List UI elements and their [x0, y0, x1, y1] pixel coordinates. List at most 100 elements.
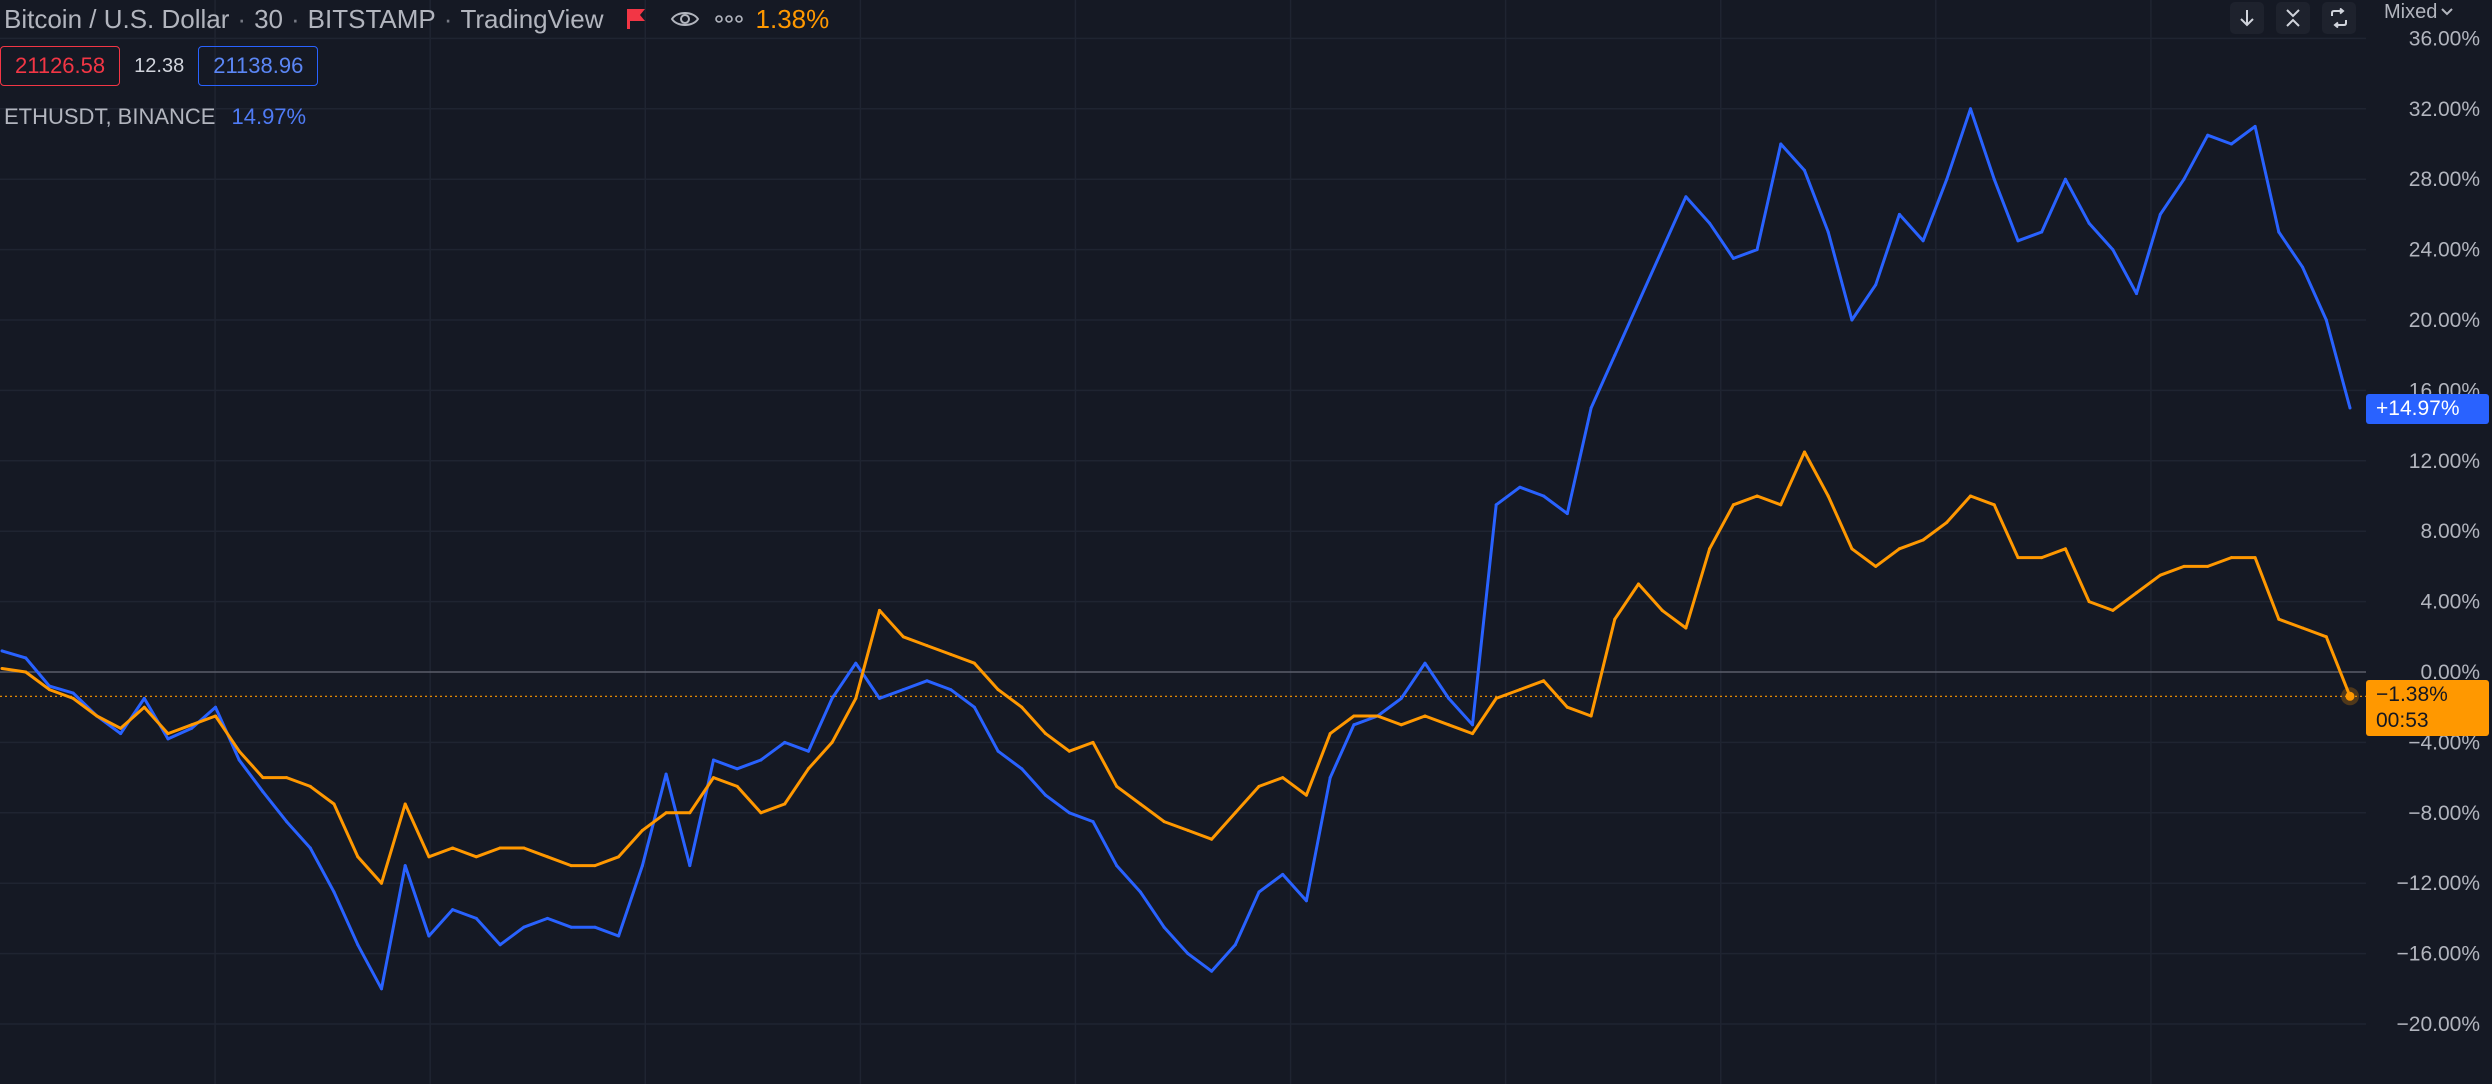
y-tick-label: 4.00%: [2420, 591, 2480, 614]
data-point-eth: [332, 890, 336, 894]
data-point-eth: [522, 925, 526, 929]
data-point-eth: [1304, 899, 1308, 903]
y-tick-label: 24.00%: [2409, 239, 2480, 262]
symbol-legend[interactable]: Bitcoin / U.S. Dollar · 30 · BITSTAMP · …: [4, 2, 829, 36]
data-point-btc: [2040, 556, 2044, 560]
data-point-eth: [1091, 820, 1095, 824]
eye-icon[interactable]: [670, 8, 700, 30]
last-point-marker: [2341, 687, 2359, 706]
data-point-btc: [1281, 776, 1285, 780]
series-line-eth: [1, 107, 2352, 991]
data-point-btc: [1138, 802, 1142, 806]
data-point-btc: [2324, 635, 2328, 639]
data-point-btc: [1376, 714, 1380, 718]
data-point-eth: [1020, 767, 1024, 771]
flag-icon[interactable]: [626, 8, 646, 30]
data-point-eth: [854, 661, 858, 665]
data-point-btc: [569, 864, 573, 868]
data-point-btc: [1969, 494, 1972, 498]
symbol-name[interactable]: Bitcoin / U.S. Dollar: [4, 3, 230, 34]
data-point-btc: [2016, 556, 2020, 560]
scroll-to-bottom-button[interactable]: [2230, 2, 2264, 34]
data-point-btc: [1447, 723, 1451, 727]
data-point-btc: [332, 802, 336, 806]
y-tick-label: 0.00%: [2420, 661, 2480, 684]
data-point-btc: [1328, 732, 1332, 736]
data-point-btc: [1399, 723, 1403, 727]
data-point-btc: [403, 802, 407, 806]
data-point-btc: [380, 881, 383, 885]
buy-button[interactable]: 21138.96: [198, 46, 319, 86]
data-point-btc: [142, 705, 146, 709]
data-point-btc: [593, 864, 597, 868]
y-tick-label: 36.00%: [2409, 27, 2480, 50]
data-point-eth: [688, 864, 692, 868]
data-point-eth: [1803, 168, 1806, 172]
data-point-eth: [1233, 943, 1237, 947]
data-point-eth: [925, 679, 929, 683]
data-point-eth: [2324, 318, 2328, 322]
data-point-eth: [830, 696, 834, 700]
data-point-eth: [1518, 485, 1522, 489]
data-point-btc: [949, 652, 953, 656]
refresh-icon: [2331, 8, 2347, 28]
data-point-eth: [2063, 177, 2067, 181]
data-point-eth: [1921, 239, 1925, 243]
data-point-btc: [2111, 608, 2115, 612]
data-point-eth: [1969, 107, 1972, 111]
data-point-btc: [1067, 749, 1071, 753]
data-point-eth: [712, 758, 715, 762]
sell-button[interactable]: 21126.58: [0, 46, 121, 86]
data-point-btc: [1044, 732, 1048, 736]
scale-mode-select[interactable]: Mixed: [2384, 0, 2454, 24]
data-point-eth: [1399, 696, 1403, 700]
data-point-eth: [0, 649, 4, 653]
data-point-eth: [1044, 793, 1048, 797]
data-point-btc: [1874, 564, 1878, 568]
data-point-eth: [1708, 221, 1712, 225]
data-point-eth: [47, 684, 51, 688]
collapse-button[interactable]: [2276, 2, 2310, 34]
refresh-button[interactable]: [2322, 2, 2356, 34]
data-point-eth: [214, 705, 217, 709]
data-point-eth: [474, 916, 478, 920]
data-point-btc: [1233, 811, 1237, 815]
data-point-btc: [2063, 547, 2067, 551]
btc-last-value: −1.38%: [2376, 683, 2448, 706]
data-point-eth: [2087, 221, 2091, 225]
data-point-btc: [522, 846, 526, 850]
data-point-btc: [47, 688, 51, 692]
compare-symbol[interactable]: ETHUSDT, BINANCE: [4, 104, 216, 129]
series-line-btc: [1, 450, 2352, 885]
data-point-eth: [142, 696, 146, 700]
data-point-btc: [2301, 626, 2305, 630]
separator-dot: ·: [291, 3, 300, 34]
data-point-btc: [2182, 564, 2186, 568]
data-point-btc: [166, 732, 170, 736]
data-point-eth: [1210, 969, 1214, 973]
y-tick-label: 20.00%: [2409, 309, 2480, 332]
data-point-btc: [1755, 494, 1759, 498]
y-tick-label: 32.00%: [2409, 98, 2480, 121]
data-point-btc: [1423, 714, 1427, 718]
data-point-btc: [451, 846, 455, 850]
price-axis[interactable]: 36.00%32.00%28.00%24.00%20.00%16.00%12.0…: [2397, 27, 2481, 1036]
interval-label[interactable]: 30: [254, 3, 283, 34]
data-point-btc: [854, 696, 858, 700]
data-point-eth: [71, 691, 75, 695]
data-point-btc: [1565, 705, 1569, 709]
data-point-eth: [498, 943, 502, 947]
data-point-eth: [1897, 212, 1901, 216]
data-point-btc: [1210, 837, 1214, 841]
data-point-btc: [2229, 556, 2233, 560]
data-point-btc: [783, 802, 787, 806]
compare-legend[interactable]: ETHUSDT, BINANCE 14.97%: [4, 104, 306, 130]
more-icon[interactable]: [714, 14, 744, 24]
data-point-eth: [2135, 292, 2138, 296]
data-point-eth: [1565, 512, 1569, 516]
data-point-btc: [759, 811, 763, 815]
symbol-change: 1.38%: [755, 3, 830, 34]
data-point-eth: [1447, 696, 1451, 700]
data-point-eth: [2040, 230, 2044, 234]
